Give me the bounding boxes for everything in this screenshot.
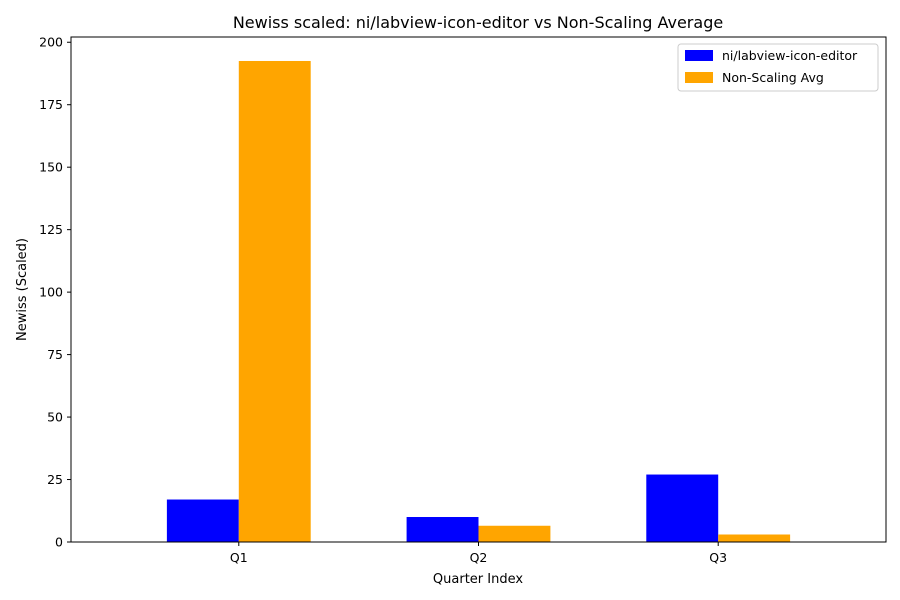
y-tick-label: 200 [39, 35, 63, 50]
bars-group [166, 60, 791, 542]
y-tick-label: 75 [47, 347, 63, 362]
y-tick-label: 0 [55, 535, 63, 550]
bar-series-1-q1 [166, 499, 239, 542]
y-tick-label: 50 [47, 410, 63, 425]
bar-series-2-q2 [478, 525, 551, 542]
chart-title: Newiss scaled: ni/labview-icon-editor vs… [233, 13, 723, 32]
x-tick-label: Q2 [470, 550, 488, 565]
x-axis-label: Quarter Index [433, 572, 523, 587]
y-tick-label: 125 [39, 222, 63, 237]
y-tick-label: 150 [39, 160, 63, 175]
bar-series-2-q3 [718, 534, 791, 542]
x-axis-ticks: Q1 Q2 Q3 [230, 542, 727, 565]
bar-series-1-q2 [406, 517, 479, 542]
y-tick-label: 100 [39, 285, 63, 300]
legend: ni/labview-icon-editor Non-Scaling Avg [677, 43, 879, 92]
bar-series-1-q3 [646, 474, 719, 542]
plot-area-frame [70, 36, 887, 543]
y-axis-label: Newiss (Scaled) [15, 238, 30, 341]
y-tick-label: 175 [39, 97, 63, 112]
y-tick-label: 25 [47, 472, 63, 487]
x-tick-label: Q1 [230, 550, 248, 565]
bar-series-2-q1 [238, 60, 311, 542]
legend-label-series-2: Non-Scaling Avg [722, 70, 824, 85]
y-axis-ticks: 0 25 50 75 100 125 150 175 200 [39, 35, 71, 550]
legend-frame [677, 43, 879, 92]
legend-swatch-series-1 [685, 50, 713, 61]
legend-swatch-series-2 [685, 72, 713, 83]
x-tick-label: Q3 [709, 550, 727, 565]
legend-label-series-1: ni/labview-icon-editor [722, 48, 858, 63]
